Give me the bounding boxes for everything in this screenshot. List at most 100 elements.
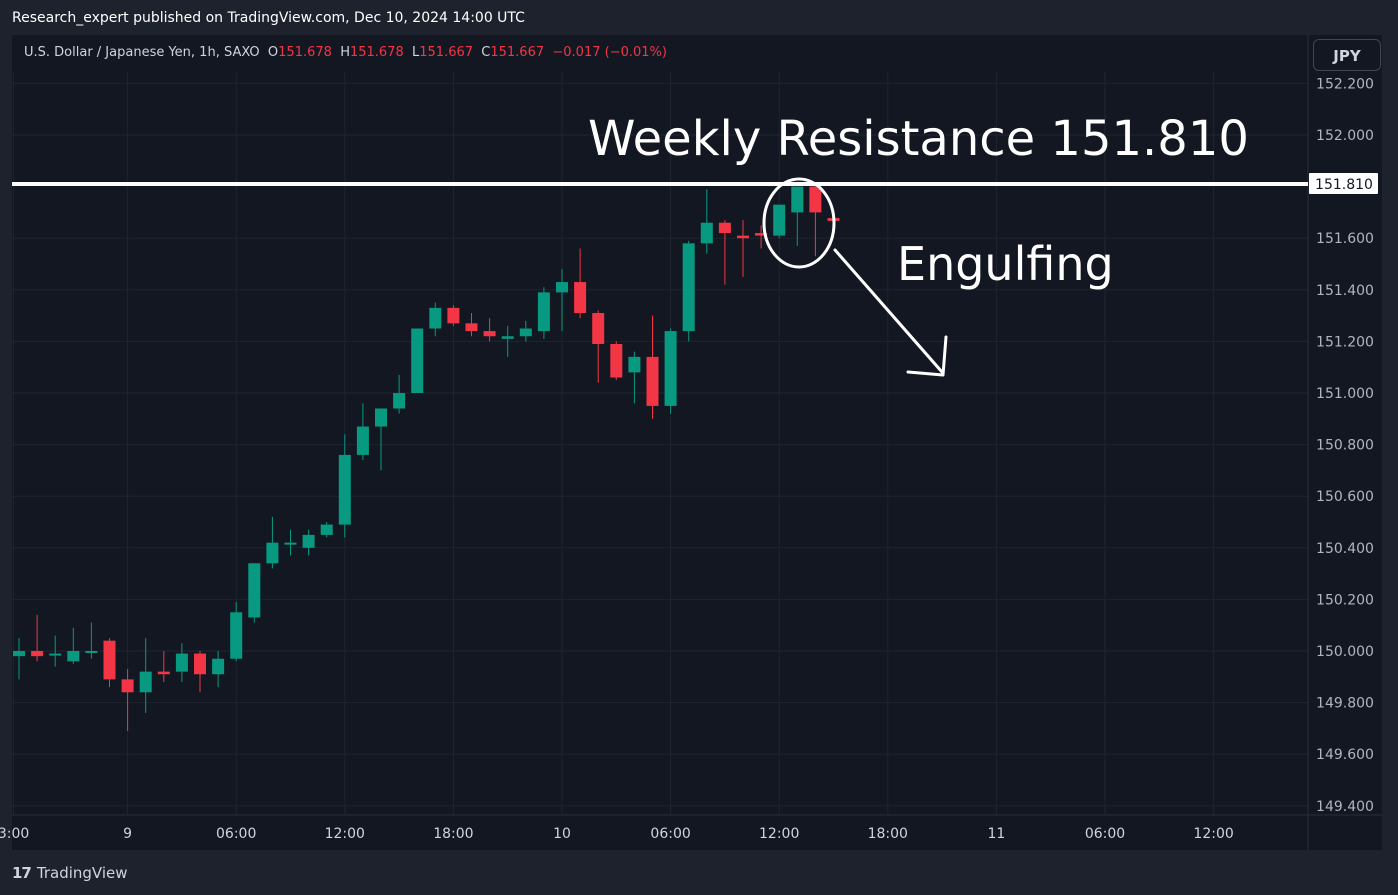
time-axis[interactable]: 3:00 9 06:00 12:00 18:00 10 06:00 12:00 18:00 11 0…	[0, 826, 1234, 842]
open-value: 151.678	[278, 45, 332, 60]
time-tick-label: 12:00	[759, 826, 799, 842]
time-tick-label: 10	[553, 826, 571, 842]
ohlc-legend: U.S. Dollar / Japanese Yen, 1h, SAXO O15…	[24, 45, 667, 60]
engulfing-label: Engulfing	[897, 237, 1114, 291]
grid-lines	[12, 35, 1382, 850]
bullish-candle	[85, 651, 98, 653]
time-tick-label: 18:00	[433, 826, 473, 842]
change-value: −0.017 (−0.01%)	[552, 45, 667, 60]
price-tick-label: 150.800	[1316, 438, 1374, 454]
bearish-candle	[194, 653, 206, 675]
bullish-candle	[139, 671, 152, 693]
bullish-candle	[230, 612, 243, 659]
price-tick-label: 152.000	[1316, 128, 1374, 144]
price-tick-label: 149.800	[1316, 696, 1374, 712]
high-label: H	[340, 45, 350, 60]
bearish-candle	[465, 323, 478, 332]
bearish-candle	[809, 186, 822, 213]
bearish-candle	[592, 313, 605, 344]
bullish-candle	[682, 243, 695, 332]
candles-layer	[13, 184, 840, 731]
engulfing-highlight-ellipse	[762, 177, 836, 269]
price-tick-label: 150.400	[1316, 541, 1374, 557]
time-tick-label: 3:00	[0, 826, 29, 842]
bearish-candle	[121, 679, 134, 693]
bullish-candle	[212, 658, 225, 675]
bullish-candle	[556, 282, 568, 293]
bullish-candle	[429, 307, 442, 329]
resistance-price-tag-bg	[1309, 173, 1378, 195]
bullish-candle	[375, 408, 387, 427]
bullish-candle	[320, 524, 333, 535]
bearish-candle	[574, 282, 587, 314]
symbol-description[interactable]: U.S. Dollar / Japanese Yen, 1h, SAXO	[24, 45, 260, 60]
publisher-banner: Research_expert published on TradingView…	[12, 10, 525, 26]
bullish-candle	[67, 651, 80, 662]
bullish-candle	[537, 292, 550, 332]
low-label: L	[412, 45, 420, 60]
time-tick-label: 06:00	[216, 826, 256, 842]
bullish-candle	[356, 426, 369, 455]
open-label: O	[267, 45, 279, 60]
bullish-candle	[773, 204, 786, 236]
brand-name: TradingView	[36, 864, 128, 882]
time-tick-label: 12:00	[325, 826, 365, 842]
bullish-candle	[338, 454, 351, 525]
tradingview-logo[interactable]: 17 TradingView	[12, 864, 128, 882]
resistance-price-tag: 151.810	[1315, 177, 1373, 193]
bullish-candle	[700, 222, 713, 244]
currency-button[interactable]: JPY	[1313, 39, 1381, 71]
bullish-candle	[411, 328, 424, 393]
price-tick-label: 150.600	[1316, 489, 1374, 505]
high-value: 151.678	[349, 45, 404, 60]
time-tick-label: 18:00	[868, 826, 908, 842]
bullish-candle	[284, 542, 297, 545]
bullish-candle	[501, 336, 514, 339]
time-tick-label: 06:00	[650, 826, 690, 842]
price-tick-label: 151.200	[1316, 334, 1374, 350]
chart-panel[interactable]	[12, 35, 1382, 850]
time-tick-label: 12:00	[1193, 826, 1233, 842]
price-tick-label: 149.600	[1316, 747, 1374, 763]
down-arrow-shaft	[833, 248, 944, 374]
price-tick-label: 151.000	[1316, 386, 1374, 402]
bullish-candle	[791, 186, 804, 213]
bearish-candle	[718, 222, 731, 234]
bullish-candle	[393, 393, 406, 409]
time-tick-label: 9	[123, 826, 132, 842]
price-tick-label: 150.200	[1316, 592, 1374, 608]
resistance-label: Weekly Resistance 151.810	[588, 111, 1249, 167]
bullish-candle	[248, 563, 261, 618]
annotations-layer: 151.810 Weekly Resistance 151.810 Engulfin…	[12, 111, 1378, 377]
price-tick-label: 151.400	[1316, 283, 1374, 299]
price-tick-label: 151.600	[1316, 231, 1374, 247]
bearish-candle	[483, 331, 496, 337]
close-value: 151.667	[490, 45, 545, 60]
time-tick-label: 06:00	[1085, 826, 1125, 842]
bearish-candle	[737, 235, 749, 239]
bearish-candle	[610, 343, 623, 378]
low-value: 151.667	[419, 45, 474, 60]
bullish-candle	[664, 331, 677, 406]
tradingview-logo-icon: 17	[12, 864, 32, 882]
bullish-candle	[175, 653, 188, 672]
bullish-candle	[266, 542, 279, 564]
bearish-candle	[157, 671, 170, 675]
bearish-candle	[755, 233, 768, 236]
down-arrow-head	[906, 335, 948, 377]
bullish-candle	[13, 651, 25, 657]
bearish-candle	[103, 640, 116, 680]
bullish-candle	[628, 356, 641, 373]
bullish-candle	[302, 534, 315, 548]
price-tick-label: 150.000	[1316, 644, 1374, 660]
price-tick-label: 152.200	[1316, 76, 1374, 92]
bullish-candle	[519, 328, 532, 337]
price-axis[interactable]: 149.400 149.600 149.800 150.000 150.200 150.4…	[1316, 76, 1374, 814]
price-tick-label: 149.400	[1316, 799, 1374, 815]
bearish-candle	[31, 651, 44, 657]
time-tick-label: 11	[987, 826, 1005, 842]
bullish-candle	[49, 653, 62, 656]
close-label: C	[481, 45, 491, 60]
bearish-candle	[447, 307, 460, 324]
